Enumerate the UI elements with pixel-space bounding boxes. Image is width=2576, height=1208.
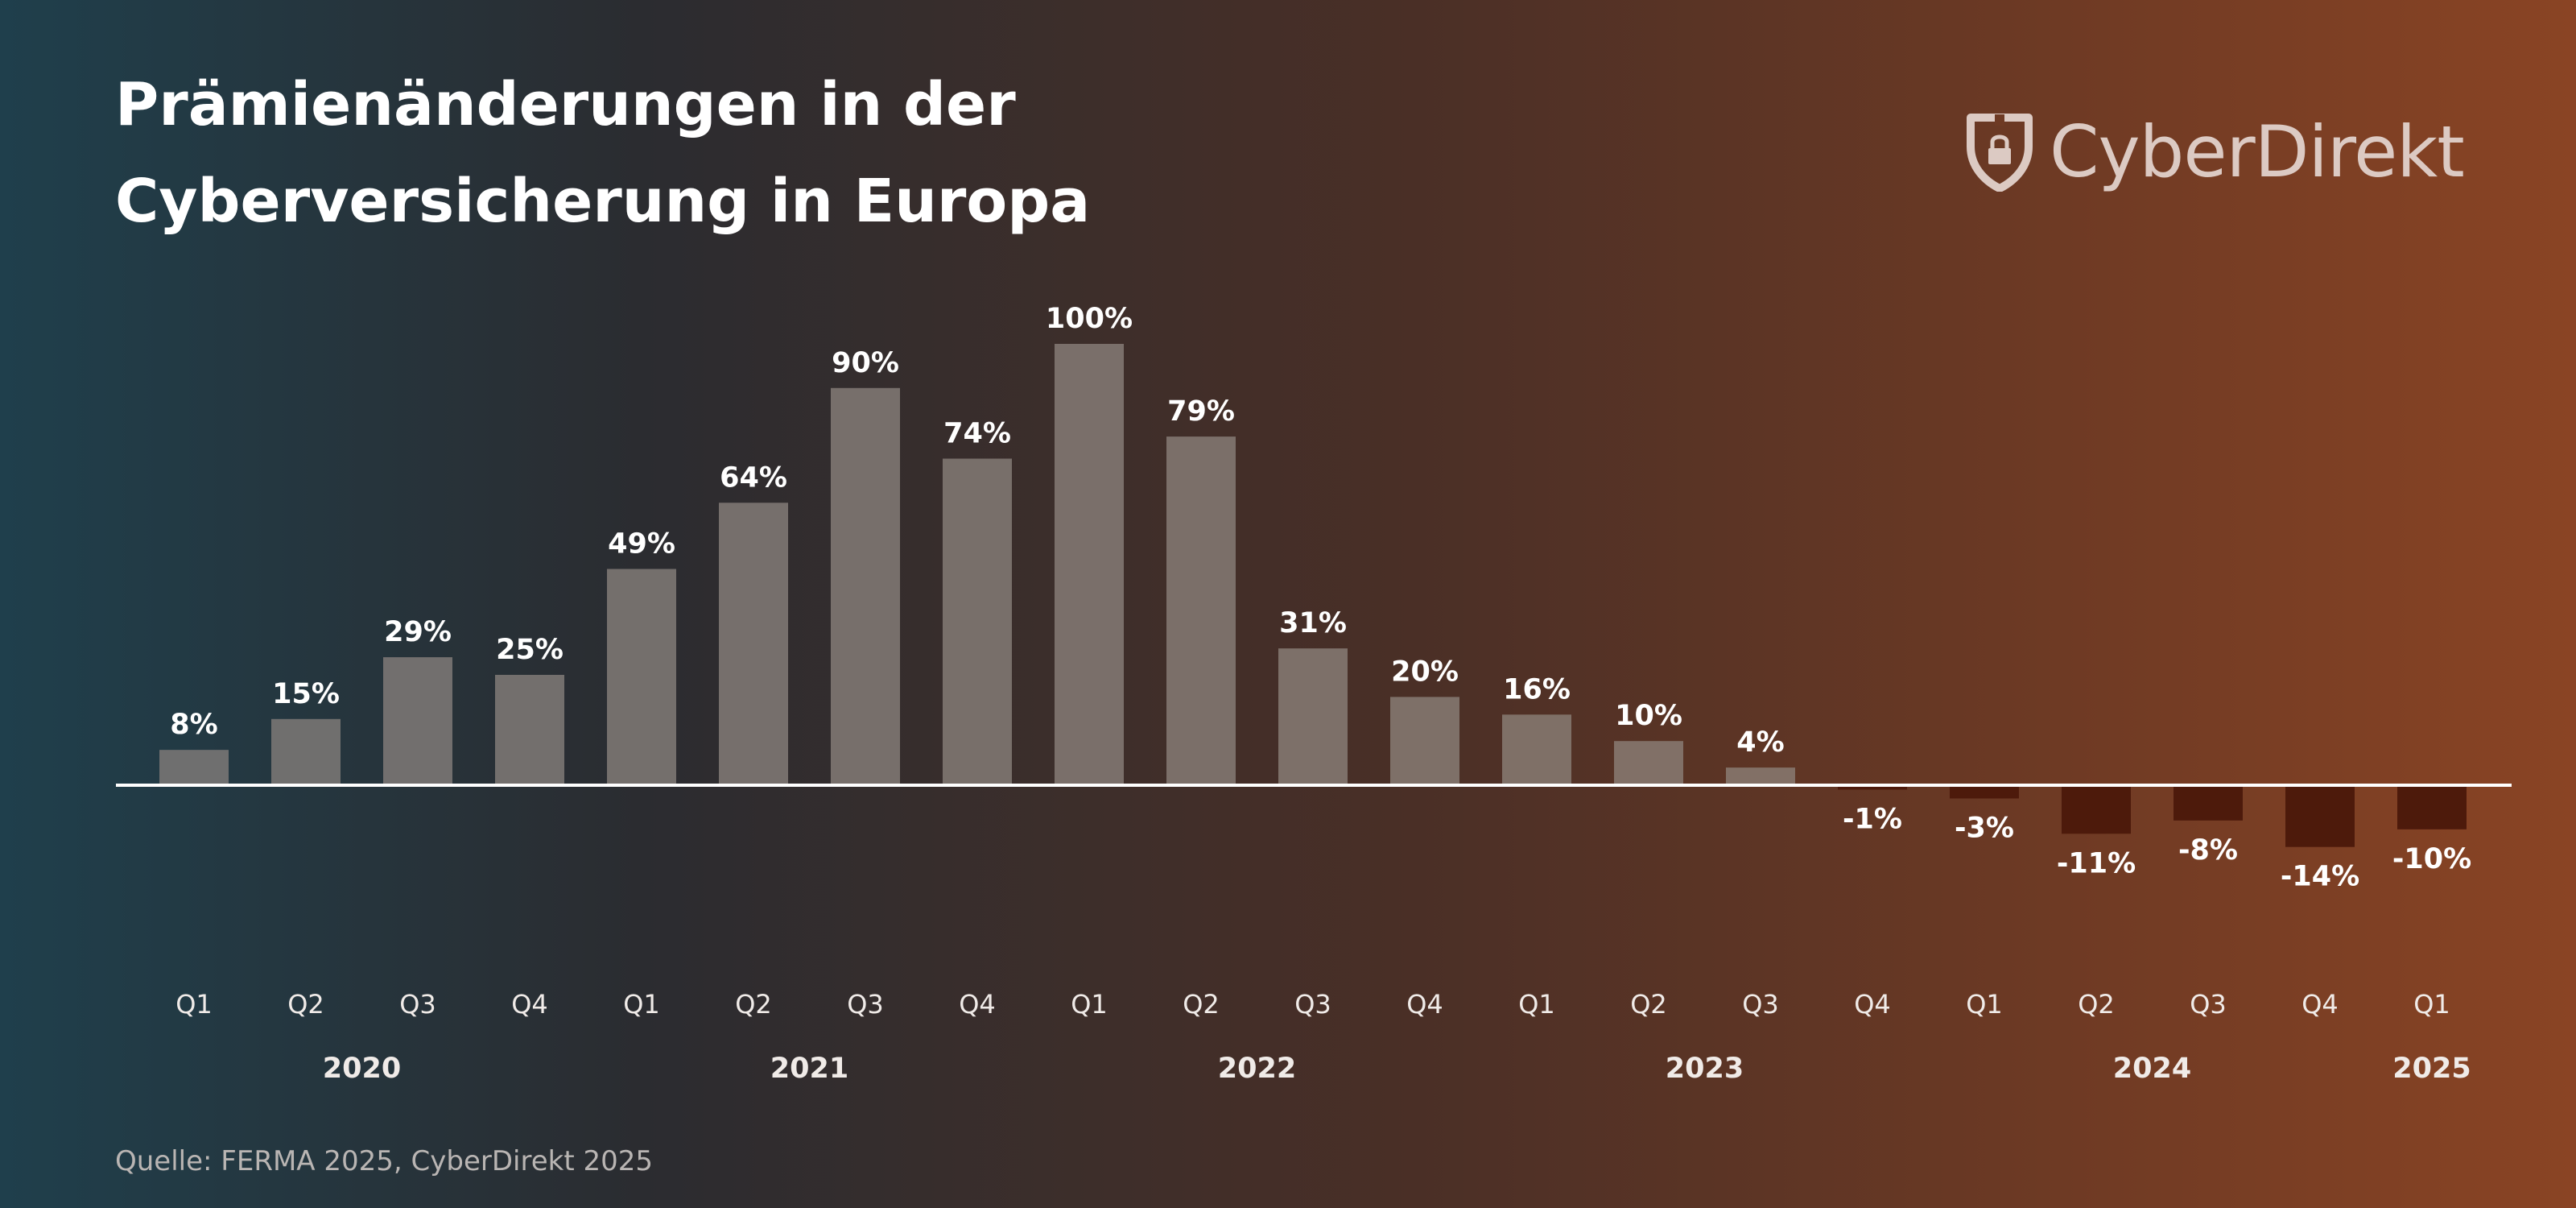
x-tick-label: Q3 <box>1742 989 1779 1020</box>
value-label: 90% <box>832 347 899 379</box>
year-label-2023: 2023 <box>1666 1053 1744 1085</box>
x-tick-label: Q1 <box>175 989 213 1020</box>
value-label: 4% <box>1736 726 1784 759</box>
bar-2022-q1 <box>1055 344 1124 785</box>
chart-title: Prämienänderungen in der Cyberversicheru… <box>115 56 1090 250</box>
value-label: 10% <box>1615 700 1682 732</box>
x-tick-label: Q2 <box>2078 989 2115 1020</box>
bar-2023-q4 <box>1838 785 1907 790</box>
value-label: 15% <box>272 678 340 710</box>
bar-2024-q1 <box>1950 785 2019 799</box>
x-tick-label: Q4 <box>1406 989 1443 1020</box>
value-label: -3% <box>1955 812 2014 844</box>
bar-2020-q3 <box>383 657 452 785</box>
value-label: 74% <box>943 417 1011 449</box>
year-label-2024: 2024 <box>2113 1053 2191 1085</box>
x-tick-label: Q4 <box>1854 989 1891 1020</box>
x-tick-label: Q1 <box>1518 989 1555 1020</box>
shield-lock-icon <box>1967 114 2033 192</box>
year-label-2021: 2021 <box>770 1053 848 1085</box>
bar-2022-q4 <box>1390 697 1459 785</box>
value-label: 25% <box>496 634 564 666</box>
title-line-2: Cyberversicherung in Europa <box>115 167 1091 236</box>
year-label-2025: 2025 <box>2392 1053 2471 1085</box>
x-tick-label: Q2 <box>735 989 772 1020</box>
bar-2024-q2 <box>2062 785 2131 834</box>
bar-2022-q3 <box>1278 648 1348 785</box>
x-tick-label: Q1 <box>1966 989 2003 1020</box>
x-tick-label: Q3 <box>399 989 436 1020</box>
bar-2023-q3 <box>1726 767 1795 785</box>
bars-group <box>159 344 2467 847</box>
bar-2025-q1 <box>2397 785 2467 829</box>
bar-2023-q2 <box>1614 741 1683 785</box>
value-label: -10% <box>2392 843 2471 875</box>
value-label: 79% <box>1167 395 1235 428</box>
x-tick-label: Q4 <box>959 989 996 1020</box>
bar-2023-q1 <box>1502 714 1571 785</box>
value-label: 16% <box>1503 673 1571 705</box>
year-label-2022: 2022 <box>1218 1053 1296 1085</box>
x-tick-label: Q3 <box>1294 989 1331 1020</box>
value-label: 64% <box>720 461 787 494</box>
value-label: 100% <box>1046 303 1133 335</box>
value-label: 8% <box>170 709 217 741</box>
x-tick-label: Q4 <box>511 989 548 1020</box>
bar-2021-q3 <box>831 387 900 785</box>
bar-2021-q4 <box>943 458 1012 785</box>
title-line-1: Prämienänderungen in der <box>115 70 1016 139</box>
x-tick-label: Q1 <box>623 989 660 1020</box>
bar-2021-q2 <box>719 503 788 785</box>
value-label: -14% <box>2281 861 2359 893</box>
x-tick-labels-group: Q1 Q2 Q3 Q4 Q1 Q2 Q3 Q4 Q1 Q2 Q3 Q4 Q1 Q2 Q3 Q4 Q1 Q2 Q3 Q4… <box>175 989 2450 1020</box>
x-tick-label: Q3 <box>2190 989 2227 1020</box>
bar-2024-q4 <box>2285 785 2355 847</box>
x-tick-label: Q2 <box>287 989 324 1020</box>
bar-2024-q3 <box>2174 785 2243 821</box>
source-note: Quelle: FERMA 2025, CyberDirekt 2025 <box>115 1145 653 1177</box>
bar-2020-q1 <box>159 750 229 785</box>
value-label: -8% <box>2178 834 2238 867</box>
bar-2022-q2 <box>1166 436 1236 785</box>
cyberdirekt-logo: CyberDirekt <box>1964 110 2465 193</box>
year-labels-group: 2020 2021 2022 2023 2024 2025 <box>323 1053 2471 1085</box>
logo-text: CyberDirekt <box>2050 110 2465 193</box>
x-tick-label: Q2 <box>1630 989 1667 1020</box>
bar-2020-q4 <box>495 675 564 785</box>
value-label: -1% <box>1843 803 1902 835</box>
value-label: 31% <box>1279 607 1347 639</box>
value-label: 20% <box>1391 656 1459 688</box>
x-tick-label: Q3 <box>847 989 884 1020</box>
value-label: 29% <box>384 616 452 648</box>
value-labels-group: 8% 15% 29% 25% 49% 64% 90% 74% 100% 79% 31% 20% 16% 1… <box>170 303 2471 893</box>
x-tick-label: Q2 <box>1183 989 1220 1020</box>
year-label-2020: 2020 <box>323 1053 401 1085</box>
bar-2020-q2 <box>271 718 341 785</box>
x-tick-label: Q1 <box>1071 989 1108 1020</box>
x-tick-label: Q4 <box>2301 989 2339 1020</box>
value-label: 49% <box>608 527 675 560</box>
x-tick-label: Q1 <box>2413 989 2450 1020</box>
value-label: -11% <box>2057 847 2136 879</box>
bar-2021-q1 <box>607 569 676 785</box>
